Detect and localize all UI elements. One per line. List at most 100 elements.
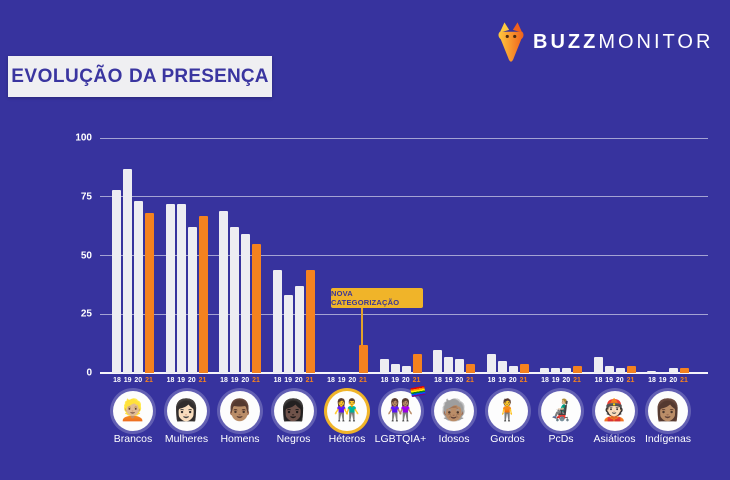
bar-Homens-19 (230, 227, 239, 373)
x-tick-label-LGBTQIA+-19: 19 (391, 377, 400, 384)
bar-Negros-18 (272, 269, 282, 373)
bar-Indígenas-18 (647, 370, 656, 373)
x-tick-label-Idosos-21: 21 (466, 377, 474, 384)
bar-Mulheres-19 (176, 203, 186, 373)
x-tick-label-Brancos-19: 19 (123, 377, 132, 384)
x-tick-label-Gordos-19: 19 (498, 377, 507, 384)
x-tick-label-Negros-18: 18 (273, 377, 282, 384)
bar-Gordos-20 (508, 365, 518, 373)
x-tick-row-Homens: 18 19 20 21 (219, 377, 261, 384)
bar-Brancos-18 (112, 189, 121, 373)
gridline-y-100 (100, 137, 708, 139)
bar-Mulheres-18 (165, 203, 175, 373)
logo-text-monitor: MONITOR (598, 31, 714, 53)
bar-PcDs-20 (562, 368, 571, 373)
bar-Idosos-21 (466, 363, 475, 373)
bar-Negros-21 (305, 269, 315, 373)
bar-Indígenas-20 (669, 368, 678, 373)
x-tick-row-Indígenas: 18 19 20 21 (647, 377, 689, 384)
bar-group-Héteros (326, 138, 368, 373)
bar-group-Asiáticos (593, 138, 636, 373)
bar-group-Brancos (112, 138, 154, 373)
x-tick-label-Homens-18: 18 (220, 377, 228, 384)
woman-medium-skin-icon: 👩🏽 (648, 391, 688, 431)
x-tick-row-Asiáticos: 18 19 20 21 (594, 377, 636, 384)
x-tick-label-Negros-20: 20 (294, 377, 303, 384)
x-tick-row-Brancos: 18 19 20 21 (112, 377, 154, 384)
annotation-label: NOVA CATEGORIZAÇÃO (331, 289, 400, 307)
y-axis-label-75: 75 (80, 191, 92, 203)
bar-Asiáticos-20 (615, 368, 625, 373)
person-with-skullcap-icon: 👲🏻 (594, 391, 635, 431)
bar-Gordos-21 (519, 363, 529, 373)
category-label-Asiáticos: Asiáticos (593, 433, 636, 445)
category-label-Brancos: Brancos (113, 433, 153, 445)
bar-LGBTQIA+-19 (390, 363, 400, 373)
x-tick-label-Gordos-20: 20 (508, 377, 517, 384)
x-tick-label-Brancos-20: 20 (134, 377, 143, 384)
category-label-Gordos: Gordos (490, 433, 525, 445)
x-tick-label-LGBTQIA+-18: 18 (380, 377, 389, 384)
x-tick-label-Indígenas-21: 21 (680, 377, 688, 384)
x-tick-row-Idosos: 18 19 20 21 (433, 377, 475, 384)
bar-Homens-18 (219, 210, 228, 373)
x-tick-label-Mulheres-18: 18 (166, 377, 175, 384)
bar-PcDs-21 (573, 365, 582, 373)
bar-Asiáticos-19 (604, 365, 614, 373)
older-person-icon: 🧓🏽 (434, 391, 474, 431)
annotation-callout: NOVA CATEGORIZAÇÃO (331, 288, 423, 308)
bar-LGBTQIA+-20 (401, 365, 411, 373)
x-tick-label-Mulheres-19: 19 (177, 377, 186, 384)
y-axis-label-0: 0 (86, 367, 92, 379)
x-tick-label-Homens-19: 19 (230, 377, 239, 384)
x-tick-label-Indígenas-18: 18 (648, 377, 656, 384)
x-tick-row-LGBTQIA+: 18 19 20 21 (380, 377, 422, 384)
x-tick-label-Homens-20: 20 (241, 377, 250, 384)
gridline-y-50 (100, 255, 708, 256)
x-tick-label-Indígenas-20: 20 (669, 377, 678, 384)
person-motorized-wheelchair-icon: 👨🏼‍🦼 (541, 391, 581, 431)
bar-Brancos-19 (123, 168, 132, 373)
bar-Mulheres-21 (198, 215, 208, 373)
x-tick-label-PcDs-20: 20 (562, 377, 571, 384)
buzzmonitor-anteater-icon (497, 22, 525, 62)
buzzmonitor-logo-text: BUZZMONITOR (533, 22, 713, 62)
bar-group-PcDs (540, 138, 582, 373)
bar-Héteros-21 (359, 344, 368, 373)
person-standing-icon: 🧍 (487, 391, 528, 431)
bar-group-Homens (219, 138, 261, 373)
person-blond-hair-icon: 👱🏼 (113, 391, 153, 431)
page-title-rest: DA PRESENÇA (128, 65, 269, 87)
x-tick-label-Gordos-21: 21 (519, 377, 528, 384)
x-tick-label-LGBTQIA+-21: 21 (412, 377, 421, 384)
bar-Asiáticos-18 (593, 356, 603, 373)
bar-Gordos-18 (486, 354, 496, 373)
bar-Idosos-18 (433, 349, 442, 373)
x-tick-row-PcDs: 18 19 20 21 (540, 377, 582, 384)
bar-group-Gordos (486, 138, 529, 373)
bar-PcDs-19 (551, 368, 560, 373)
bar-Asiáticos-21 (626, 365, 636, 373)
category-label-Héteros: Héteros (328, 433, 366, 445)
category-label-Negros: Negros (276, 433, 311, 445)
bar-LGBTQIA+-21 (412, 354, 422, 373)
x-tick-label-Héteros-20: 20 (348, 377, 357, 384)
man-medium-skin-icon: 👨🏽 (220, 391, 260, 431)
x-tick-label-Héteros-19: 19 (337, 377, 346, 384)
rainbow-flag-icon (409, 385, 426, 398)
woman-dark-skin-icon: 👩🏿 (273, 391, 314, 431)
bar-group-LGBTQIA+ (379, 138, 422, 373)
x-tick-row-Héteros: 18 19 20 21 (326, 377, 368, 384)
y-axis-label-50: 50 (80, 250, 92, 261)
gridline-y-75 (100, 196, 708, 198)
x-tick-label-Mulheres-21: 21 (198, 377, 207, 384)
category-label-PcDs: PcDs (548, 433, 574, 445)
x-tick-label-Negros-19: 19 (284, 377, 293, 384)
bar-Homens-20 (241, 234, 250, 373)
bar-Negros-20 (294, 286, 304, 373)
x-tick-label-Asiáticos-19: 19 (605, 377, 614, 384)
category-label-Indígenas: Indígenas (644, 433, 692, 445)
bar-PcDs-18 (540, 368, 549, 373)
x-tick-label-Homens-21: 21 (252, 377, 260, 384)
annotation-connector-line (361, 308, 363, 345)
